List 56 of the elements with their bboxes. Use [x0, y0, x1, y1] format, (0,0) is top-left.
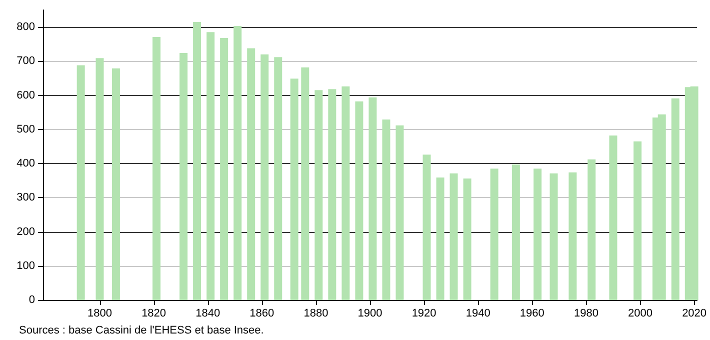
- bar: [206, 32, 215, 300]
- bar: [112, 68, 120, 300]
- y-tick-label: 600: [16, 89, 35, 102]
- x-tick-label: 2000: [628, 308, 652, 320]
- x-tick-label: 2020: [682, 308, 707, 320]
- bar: [368, 97, 377, 300]
- x-tick-label: 1940: [466, 308, 490, 320]
- bar: [355, 101, 364, 300]
- bar: [234, 26, 242, 300]
- bar: [314, 90, 323, 300]
- bar: [382, 120, 390, 300]
- x-tick-label: 1980: [574, 308, 598, 320]
- bar: [490, 168, 498, 300]
- bar: [634, 141, 642, 300]
- source-note: Sources : base Cassini de l'EHESS et base Insee.: [19, 324, 264, 336]
- bar: [568, 172, 577, 300]
- x-tick-label: 1880: [304, 308, 328, 320]
- x-tick-label: 1860: [250, 308, 274, 320]
- y-tick-label: 800: [16, 21, 35, 34]
- x-tick-label: 1900: [358, 308, 382, 320]
- x-tick-label: 1920: [412, 308, 436, 320]
- bar: [534, 168, 542, 300]
- bar: [436, 178, 444, 300]
- bar: [550, 173, 558, 300]
- x-tick-label: 1800: [88, 308, 112, 320]
- bar: [301, 67, 310, 300]
- bar: [274, 57, 282, 300]
- y-tick-label: 500: [16, 123, 35, 136]
- bar: [450, 173, 458, 300]
- bar: [193, 22, 202, 300]
- y-tick-label: 200: [16, 226, 35, 238]
- x-tick-label: 1960: [520, 308, 544, 320]
- y-tick-label: 700: [16, 55, 35, 68]
- y-tick-label: 100: [16, 260, 35, 272]
- bar: [247, 48, 256, 300]
- bar: [76, 65, 85, 300]
- bar: [512, 164, 520, 300]
- y-tick-label: 300: [16, 192, 35, 204]
- bar: [422, 154, 431, 300]
- bar: [342, 86, 350, 300]
- bar: [328, 89, 336, 300]
- bar: [220, 38, 228, 300]
- bar: [609, 136, 618, 300]
- bar: [396, 125, 404, 300]
- bar: [671, 98, 680, 300]
- y-tick-label: 400: [16, 158, 35, 170]
- bar: [588, 159, 596, 300]
- bar: [463, 178, 472, 300]
- bar: [260, 54, 269, 300]
- bar: [290, 78, 298, 300]
- bar: [96, 58, 104, 300]
- x-tick-label: 1820: [142, 308, 166, 320]
- y-tick-label: 0: [28, 294, 35, 306]
- bar: [152, 36, 161, 300]
- bar: [180, 52, 188, 300]
- x-tick-label: 1840: [196, 308, 220, 320]
